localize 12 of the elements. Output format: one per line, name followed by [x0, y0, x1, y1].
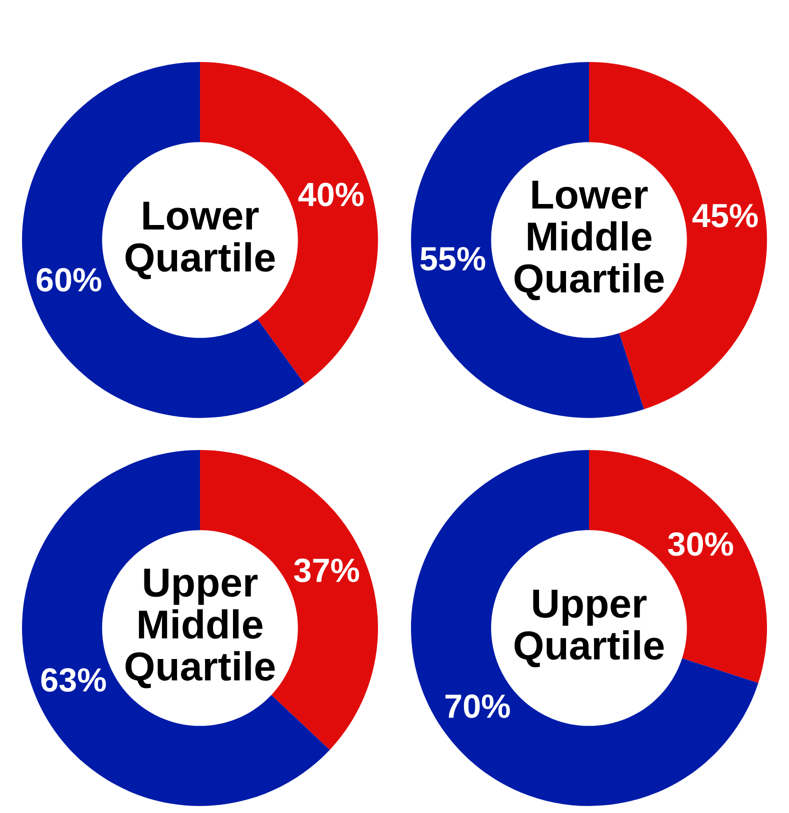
data-label: 45% — [692, 204, 758, 228]
text: Lower Quartile — [126, 202, 275, 280]
data-label: 70% — [445, 694, 510, 718]
data-label: 55% — [420, 247, 486, 271]
text: Upper Quartile — [514, 590, 664, 668]
data-label: 40% — [298, 182, 364, 206]
data-label: 60% — [36, 268, 102, 292]
text: Lower Middle Quartile — [514, 180, 664, 300]
data-label: 37% — [294, 558, 360, 582]
data-label: 30% — [668, 532, 734, 556]
data-label: 63% — [41, 668, 106, 692]
text: Upper Middle Quartile — [126, 568, 275, 688]
